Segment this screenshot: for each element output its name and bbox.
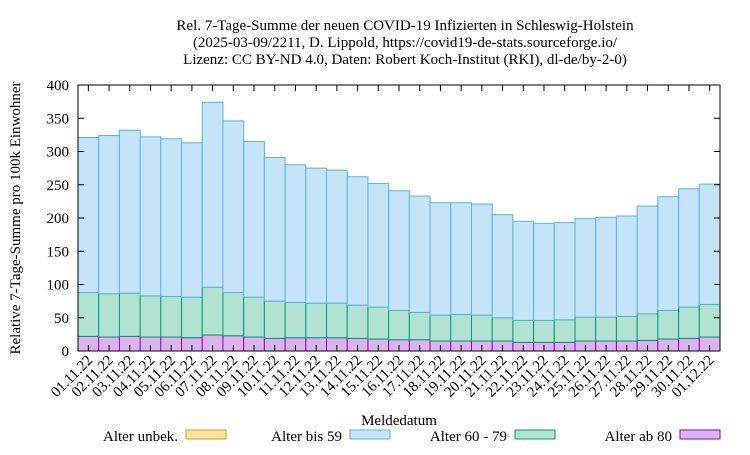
bar-segment-series-3-cat-3 <box>139 136 162 297</box>
legend-swatch-3 <box>679 429 721 440</box>
y-tick-label-1: 50 <box>54 311 69 327</box>
plot-frame <box>77 84 721 352</box>
bar-segment-series-3-cat-26 <box>615 215 638 317</box>
bar-segment-series-3-cat-28 <box>657 196 680 311</box>
chart-title-line-2: (2025-03-09/2211, D. Lippold, https://co… <box>193 35 618 51</box>
bar-segment-series-2-cat-2 <box>118 292 141 337</box>
chart-title: Rel. 7-Tage-Summe der neuen COVID-19 Inf… <box>176 18 634 68</box>
legend-swatch-2 <box>514 429 556 440</box>
legend-swatch-0 <box>185 429 227 440</box>
bar-segment-series-2-cat-20 <box>491 317 514 342</box>
bar-segment-series-3-cat-22 <box>533 222 555 321</box>
y-tick-label-2: 100 <box>47 278 70 294</box>
bar-segment-series-2-cat-27 <box>636 313 659 341</box>
bar-segment-series-2-cat-15 <box>388 309 410 341</box>
bar-segment-series-2-cat-4 <box>160 295 183 338</box>
legend-label-2: Alter 60 - 79 <box>430 429 507 445</box>
bar-segment-series-2-cat-19 <box>470 314 493 342</box>
bar-segment-series-3-cat-15 <box>388 190 410 311</box>
bar-segment-series-3-cat-25 <box>595 216 617 318</box>
chart-title-line-3: Lizenz: CC BY-ND 4.0, Daten: Robert Koch… <box>183 52 627 68</box>
bar-segment-series-2-cat-28 <box>657 309 680 340</box>
bar-segment-series-3-cat-14 <box>367 182 390 308</box>
bar-segment-series-3-cat-19 <box>470 203 493 316</box>
bar-segment-series-2-cat-10 <box>284 301 307 339</box>
y-tick-label-0: 0 <box>62 344 70 360</box>
legend-swatch-1 <box>349 429 391 440</box>
bars <box>77 101 721 352</box>
y-tick-label-5: 250 <box>47 178 70 194</box>
bar-segment-series-3-cat-30 <box>698 183 721 305</box>
bar-segment-series-3-cat-6 <box>201 101 224 288</box>
bar-segment-series-3-cat-5 <box>181 142 203 298</box>
bar-segment-series-3-cat-17 <box>429 202 452 316</box>
bar-segment-series-3-cat-27 <box>636 205 659 315</box>
bar-segment-series-2-cat-24 <box>574 316 597 342</box>
bar-segment-series-2-cat-25 <box>595 316 617 342</box>
bar-segment-series-2-cat-17 <box>429 314 452 342</box>
bar-segment-series-3-cat-8 <box>243 141 265 298</box>
legend-label-1: Alter bis 59 <box>271 429 342 445</box>
bar-segment-series-3-cat-2 <box>118 129 141 294</box>
legend-label-0: Alter unbek. <box>103 429 178 445</box>
legend: Alter unbek. Alter bis 59 Alter 60 - 79 Alt… <box>103 429 721 445</box>
y-tick-label-6: 300 <box>47 145 70 161</box>
bar-segment-series-2-cat-11 <box>305 302 328 339</box>
y-axis-title: Relative 7-Tage-Summe pro 100k Einwohner <box>8 81 24 354</box>
bar-segment-series-3-cat-23 <box>553 222 576 321</box>
bar-segment-series-2-cat-8 <box>243 296 265 338</box>
bar-segment-series-3-cat-9 <box>263 156 286 302</box>
bar-segment-series-2-cat-26 <box>615 315 638 342</box>
bar-segment-series-3-cat-4 <box>160 138 183 297</box>
bar-segment-series-3-cat-7 <box>222 120 245 293</box>
bar-segment-series-3-cat-29 <box>678 188 700 308</box>
bar-segment-series-2-cat-3 <box>139 295 162 338</box>
bar-segment-series-3-cat-11 <box>305 167 328 304</box>
y-tick-label-7: 350 <box>47 111 70 127</box>
bar-segment-series-2-cat-0 <box>77 291 100 337</box>
bar-segment-series-2-cat-6 <box>201 286 224 336</box>
bar-segment-series-2-cat-5 <box>181 296 203 339</box>
bar-segment-series-2-cat-16 <box>408 311 431 341</box>
bar-segment-series-2-cat-22 <box>533 319 555 343</box>
bar-segment-series-3-cat-24 <box>574 218 597 318</box>
bar-segment-series-3-cat-13 <box>346 176 369 306</box>
bar-segment-series-2-cat-18 <box>450 313 472 342</box>
bar-segment-series-2-cat-13 <box>346 304 369 339</box>
bar-segment-series-3-cat-12 <box>326 169 348 304</box>
bar-segment-series-2-cat-9 <box>263 300 286 339</box>
y-tick-label-4: 200 <box>47 211 70 227</box>
bar-segment-series-2-cat-30 <box>698 303 721 338</box>
bar-segment-series-3-cat-0 <box>77 137 100 293</box>
bar-segment-series-3-cat-18 <box>450 202 472 315</box>
bar-segment-series-2-cat-7 <box>222 291 245 337</box>
y-tick-label-3: 150 <box>47 244 70 260</box>
bar-segment-series-3-cat-10 <box>284 164 307 303</box>
legend-label-3: Alter ab 80 <box>605 429 672 445</box>
bar-segment-series-2-cat-23 <box>553 319 576 343</box>
y-tick-label-8: 400 <box>47 78 70 94</box>
bar-segment-series-3-cat-21 <box>512 220 535 321</box>
bar-segment-series-2-cat-12 <box>326 302 348 339</box>
bar-segment-series-3-cat-16 <box>408 195 431 313</box>
bar-segment-series-2-cat-14 <box>367 306 390 340</box>
chart-title-line-1: Rel. 7-Tage-Summe der neuen COVID-19 Inf… <box>176 18 634 34</box>
x-axis-title: Meldedatum <box>361 413 437 429</box>
bar-segment-series-3-cat-20 <box>491 214 514 319</box>
bar-segment-series-3-cat-1 <box>98 135 120 295</box>
bar-segment-series-2-cat-29 <box>678 306 700 339</box>
bar-segment-series-2-cat-21 <box>512 319 535 343</box>
bar-segment-series-2-cat-1 <box>98 293 120 338</box>
